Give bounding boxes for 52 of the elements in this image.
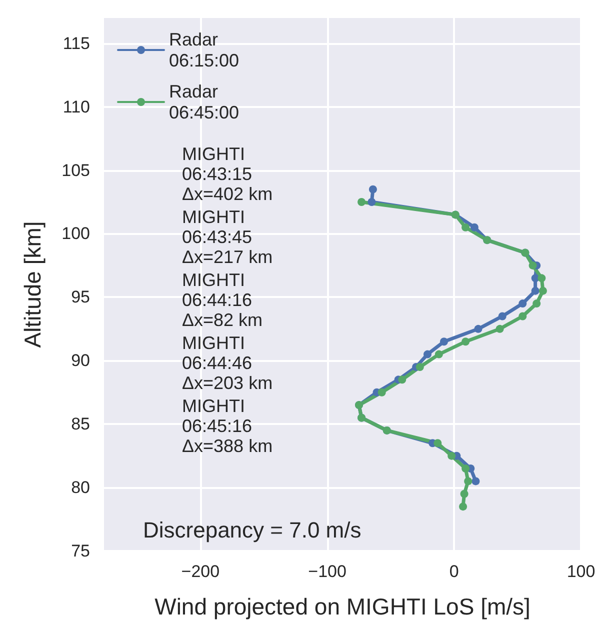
y-tick-label: 100	[62, 224, 90, 244]
point	[460, 490, 468, 498]
x-axis-title: Wind projected on MIGHTI LoS [m/s]	[154, 594, 530, 620]
point	[462, 464, 470, 473]
y-tick-label: 115	[62, 34, 90, 53]
annotation: MIGHTI 06:44:46 Δx=203 km	[182, 333, 273, 393]
point	[531, 286, 540, 295]
legend-label: Radar 06:15:00	[169, 30, 240, 70]
point	[518, 300, 527, 308]
point	[424, 350, 432, 358]
y-tick-label: 90	[71, 351, 90, 370]
point	[459, 502, 468, 511]
x-tick-label: 100	[566, 562, 596, 581]
y-tick-label: 95	[71, 288, 90, 307]
annotation: MIGHTI 06:45:16 Δx=388 km	[182, 396, 273, 456]
point	[498, 312, 506, 320]
point	[378, 388, 386, 396]
point	[538, 286, 547, 295]
y-tick-label: 80	[71, 478, 90, 498]
point	[538, 274, 546, 282]
y-tick-label: 85	[71, 414, 90, 434]
x-tick-label: 0	[449, 562, 459, 581]
point	[470, 223, 478, 232]
point	[398, 376, 406, 384]
point	[464, 477, 472, 486]
annotation: Discrepancy = 7.0 m/s	[143, 518, 362, 542]
point	[368, 198, 376, 206]
point	[462, 338, 470, 346]
point	[358, 198, 366, 206]
point	[434, 350, 443, 358]
y-axis-title: Altitude [km]	[20, 221, 46, 348]
point	[474, 324, 482, 333]
point	[440, 338, 448, 346]
annotation: MIGHTI 06:43:15 Δx=402 km	[182, 144, 273, 204]
annotation: MIGHTI 06:44:16 Δx=82 km	[182, 270, 263, 330]
x-tick-label: −100	[308, 562, 346, 581]
point	[528, 261, 537, 270]
annotation: MIGHTI 06:43:45 Δx=217 km	[182, 207, 273, 267]
point	[448, 452, 456, 460]
point	[368, 185, 377, 194]
y-tick-label: 110	[62, 97, 90, 116]
point	[462, 223, 470, 232]
point	[472, 477, 480, 486]
legend-label: Radar 06:45:00	[169, 82, 240, 122]
x-tick-label: −200	[181, 562, 220, 581]
point	[416, 362, 424, 371]
point	[518, 312, 527, 320]
point	[496, 324, 504, 333]
y-tick-label: 105	[62, 160, 90, 180]
point	[532, 300, 541, 308]
y-tick-label: 75	[71, 542, 90, 560]
point	[434, 439, 442, 448]
